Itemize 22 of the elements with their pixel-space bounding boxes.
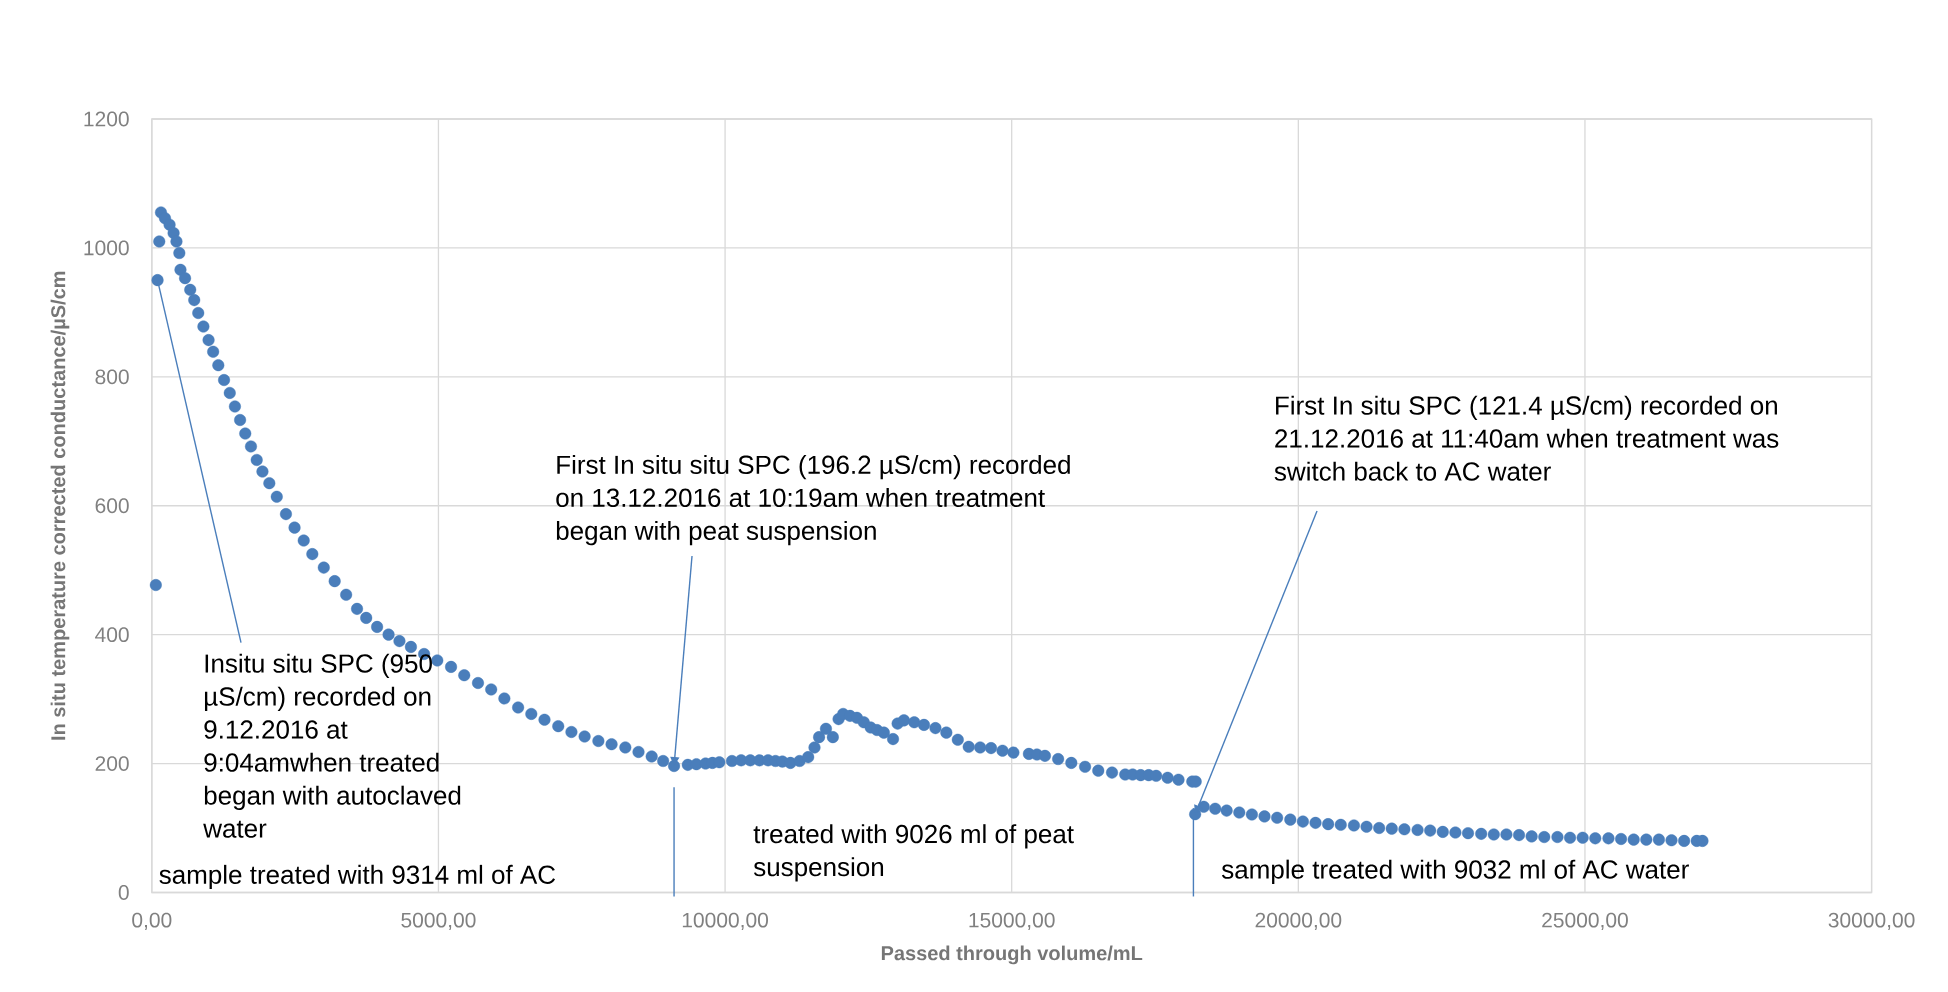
x-tick-label: 25000,00 [1542,912,1628,931]
x-tick-label: 5000,00 [401,912,476,931]
x-tick-label: 15000,00 [969,912,1055,931]
y-tick-label: 1000 [84,240,129,256]
annotation: Insitu situ SPC (950 µS/cm) recorded on 9.12.2016 at 9:04amwhen treated began with autoclaved water [203,653,461,838]
x-tick-label: 0,00 [132,912,172,931]
annotation: First In situ SPC (121.4 µS/cm) recorded on 21.12.2016 at 11:40am when treatment was switch back to AC water [1274,395,1779,481]
annotation: First In situ situ SPC (196.2 µS/cm) recorded on 13.12.2016 at 10:19am when treatment began with peat suspension [556,454,1070,546]
y-axis-title: In situ temperature corrected conductance/µS/cm [50,271,70,740]
y-tick-label: 1200 [84,111,129,127]
y-tick-label: 200 [95,756,129,771]
y-tick-label: 400 [95,627,129,643]
annotation: sample treated with 9314 ml of AC [159,864,556,890]
y-tick-label: 0 [118,885,129,900]
y-tick-label: 600 [95,498,129,514]
x-tick-label: 20000,00 [1255,912,1342,931]
x-tick-label: 10000,00 [682,912,769,931]
y-tick-label: 800 [95,369,129,385]
annotation: treated with 9026 ml of peat suspension [753,824,1074,882]
annotation: sample treated with 9032 ml of AC water [1221,859,1689,884]
x-tick-label: 30000,00 [1828,912,1915,931]
x-axis-title: Passed through volume/mL [881,945,1143,965]
